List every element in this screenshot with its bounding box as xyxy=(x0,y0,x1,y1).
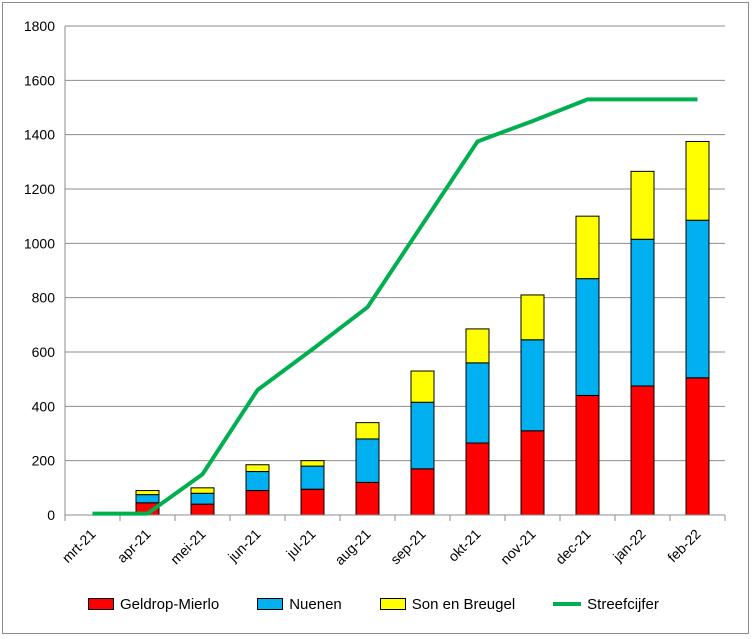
x-tick-label: dec-21 xyxy=(552,526,594,568)
bar-geldrop-mierlo xyxy=(300,488,325,516)
bar-geldrop-mierlo xyxy=(355,481,380,516)
bar-nuenen xyxy=(685,219,710,379)
y-tick-label: 1000 xyxy=(24,235,55,251)
y-tick-label: 1600 xyxy=(24,72,55,88)
y-tick-label: 800 xyxy=(32,290,56,306)
x-tick-label: mrt-21 xyxy=(59,526,99,566)
bar-nuenen xyxy=(630,238,655,387)
bar-nuenen xyxy=(135,494,160,504)
x-tick-label: jan-22 xyxy=(609,526,649,566)
x-tick-label: nov-21 xyxy=(497,526,539,568)
y-tick-label: 0 xyxy=(47,507,55,523)
y-tick-label: 1800 xyxy=(24,18,55,34)
bar-geldrop-mierlo xyxy=(575,394,600,516)
bar-nuenen xyxy=(355,438,380,483)
bar-son-en-breugel xyxy=(410,370,435,403)
legend-item-son-en-breugel: Son en Breugel xyxy=(379,595,516,613)
bar-geldrop-mierlo xyxy=(520,430,545,516)
bar-son-en-breugel xyxy=(630,170,655,240)
bar-son-en-breugel xyxy=(685,140,710,221)
x-tick-label: apr-21 xyxy=(114,526,154,566)
bar-nuenen xyxy=(245,471,270,492)
x-tick-label: feb-22 xyxy=(664,526,704,566)
legend: Geldrop-Mierlo Nuenen Son en Breugel Str… xyxy=(88,594,659,614)
x-tick-label: mei-21 xyxy=(167,526,209,568)
line-streefcijfer xyxy=(92,97,698,516)
x-tick-label: sep-21 xyxy=(387,526,429,568)
bar-nuenen xyxy=(190,492,215,505)
legend-swatch-son-en-breugel xyxy=(379,598,406,610)
x-tick-labels: mrt-21 apr-21 mei-21 jun-21 jul-21 aug-21 sep-… xyxy=(59,526,704,568)
x-tick-label: okt-21 xyxy=(445,526,484,565)
bar-geldrop-mierlo xyxy=(190,503,215,516)
bar-nuenen xyxy=(410,401,435,470)
legend-swatch-streefcijfer xyxy=(553,602,582,606)
bar-nuenen xyxy=(465,362,490,444)
axes xyxy=(64,26,725,516)
y-tick-label: 600 xyxy=(32,344,56,360)
legend-swatch-nuenen xyxy=(257,598,284,610)
legend-swatch-geldrop-mierlo xyxy=(88,598,114,610)
bar-son-en-breugel xyxy=(465,328,490,364)
y-tick-label: 1400 xyxy=(24,127,55,143)
line-series xyxy=(92,97,698,516)
bar-geldrop-mierlo xyxy=(465,442,490,516)
legend-item-nuenen: Nuenen xyxy=(257,596,342,613)
bars xyxy=(64,140,726,521)
y-tick-label: 200 xyxy=(32,453,56,469)
legend-label-geldrop-mierlo: Geldrop-Mierlo xyxy=(120,595,220,613)
bar-nuenen xyxy=(300,465,325,490)
x-tick-label: jul-21 xyxy=(282,526,318,562)
legend-label-nuenen: Nuenen xyxy=(289,595,342,613)
bar-son-en-breugel xyxy=(575,215,600,280)
bar-son-en-breugel xyxy=(245,464,270,473)
legend-label-streefcijfer: Streefcijfer xyxy=(587,595,659,613)
y-tick-label: 400 xyxy=(32,398,56,414)
legend-item-streefcijfer: Streefcijfer xyxy=(553,596,659,613)
bar-son-en-breugel xyxy=(355,422,380,440)
legend-item-geldrop-mierlo: Geldrop-Mierlo xyxy=(88,596,219,613)
bar-son-en-breugel xyxy=(520,294,545,341)
bar-geldrop-mierlo xyxy=(630,385,655,516)
bar-son-en-breugel xyxy=(300,460,325,467)
bar-geldrop-mierlo xyxy=(410,468,435,516)
bar-nuenen xyxy=(575,278,600,396)
x-tick-label: aug-21 xyxy=(331,526,373,568)
y-tick-label: 1200 xyxy=(24,181,55,197)
y-tick-labels: 0 200 400 600 800 1000 1200 1400 1600 1800 xyxy=(24,18,55,523)
bar-son-en-breugel xyxy=(135,490,160,496)
bar-geldrop-mierlo xyxy=(245,490,270,516)
bar-son-en-breugel xyxy=(190,487,215,494)
bar-geldrop-mierlo xyxy=(685,377,710,516)
x-tick-label: jun-21 xyxy=(224,526,264,566)
legend-label-son-en-breugel: Son en Breugel xyxy=(411,595,516,613)
bar-nuenen xyxy=(520,339,545,432)
